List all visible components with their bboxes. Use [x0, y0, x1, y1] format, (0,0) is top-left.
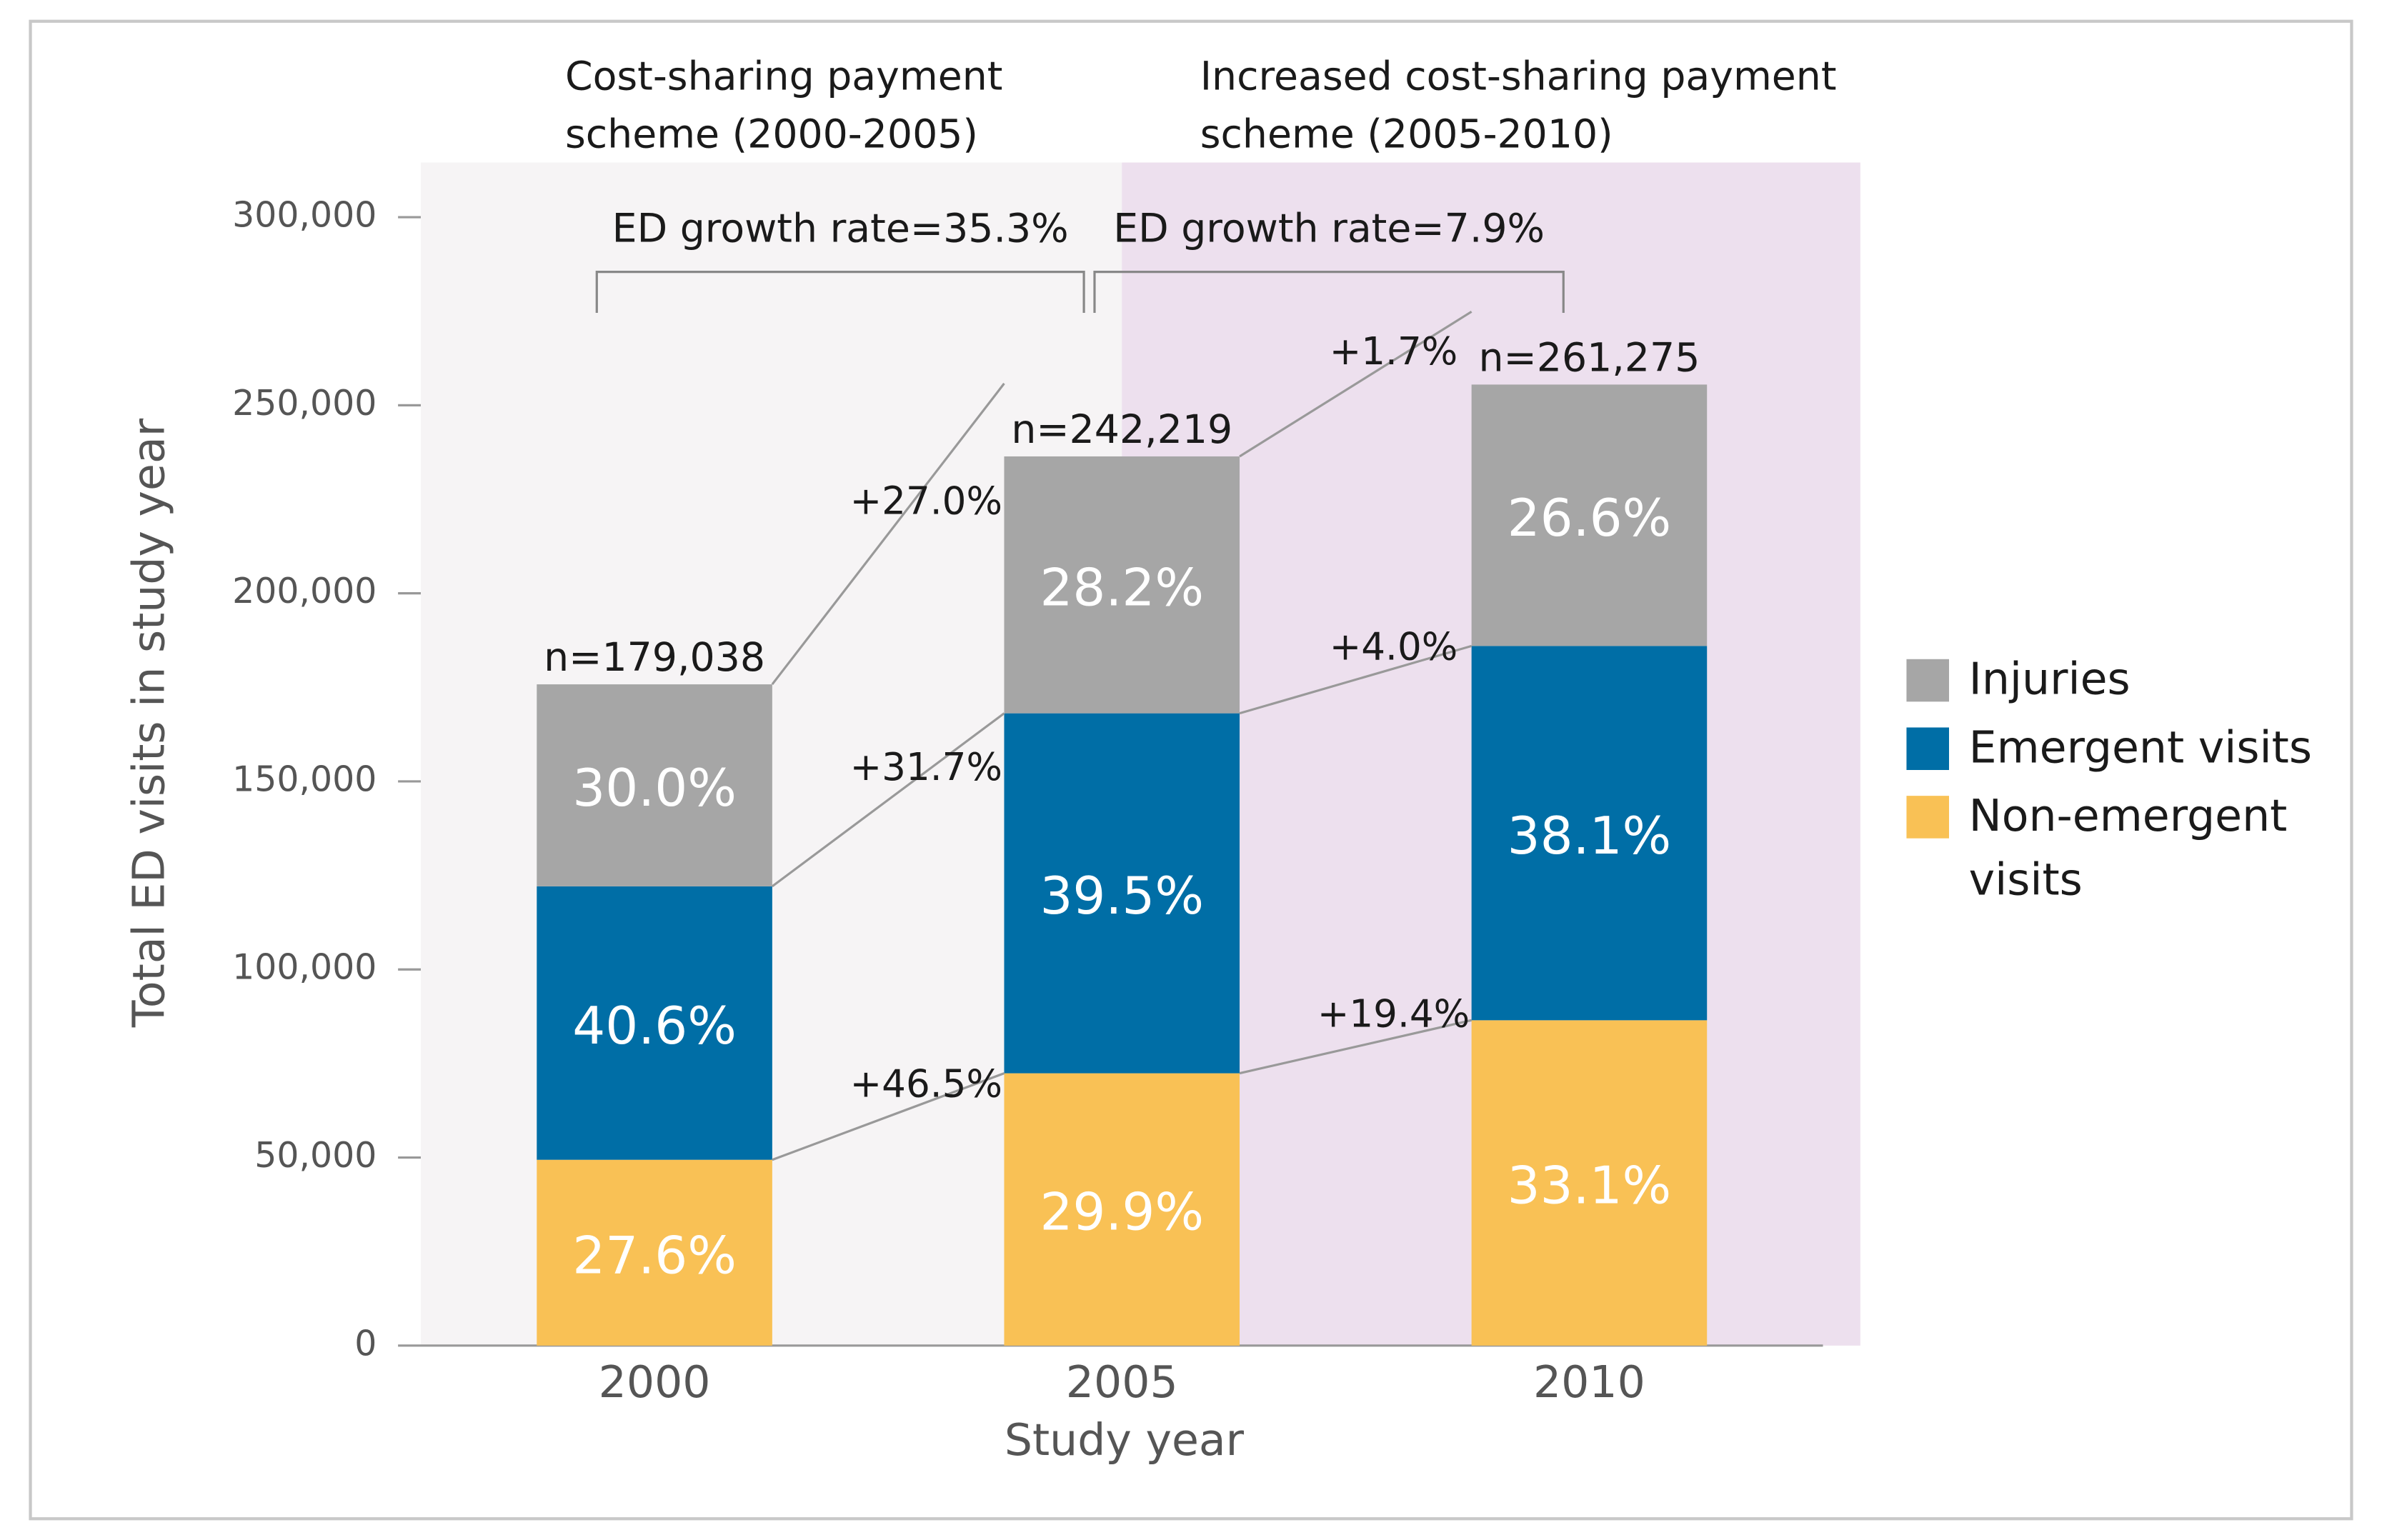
legend-swatch — [1906, 659, 1949, 702]
legend-swatch — [1906, 727, 1949, 770]
total-label: n=242,219 — [1011, 407, 1232, 453]
y-axis-title: Total ED visits in study year — [124, 418, 175, 1028]
x-axis-title: Study year — [1005, 1414, 1245, 1466]
bar-segment — [1471, 646, 1708, 1021]
growth-label: +4.0% — [1330, 625, 1458, 669]
growth-label: +46.5% — [850, 1061, 1002, 1106]
legend-item: Non-emergent visits — [1968, 789, 2288, 906]
y-tick-label: 100,000 — [232, 947, 377, 988]
y-tick-label: 50,000 — [254, 1135, 377, 1176]
share-label: 38.1% — [1508, 806, 1672, 866]
legend-swatch — [1906, 796, 1949, 839]
bar-segment — [1471, 384, 1708, 646]
share-label: 27.6% — [572, 1226, 737, 1286]
growth-label: +19.4% — [1317, 992, 1470, 1036]
growth-connector — [772, 1072, 1005, 1161]
period-label: Cost-sharing payment — [565, 54, 1002, 100]
share-label: 26.6% — [1508, 489, 1672, 549]
x-tick-label: 2005 — [1066, 1356, 1178, 1408]
period-bracket — [595, 271, 1085, 314]
growth-label: +27.0% — [850, 479, 1002, 524]
bar-segment — [1004, 1073, 1240, 1346]
share-label: 33.1% — [1508, 1156, 1672, 1216]
frame — [29, 19, 2353, 1521]
period-label: Increased cost-sharing payment — [1200, 54, 1837, 100]
x-tick-label: 2000 — [599, 1356, 711, 1408]
period-growth: ED growth rate=35.3% — [612, 206, 1069, 251]
legend-label: Injuries — [1968, 653, 2131, 705]
bar-segment — [537, 1159, 772, 1346]
period-growth: ED growth rate=7.9% — [1113, 206, 1545, 251]
legend-item: Emergent visits — [1968, 721, 2312, 774]
y-tick-label: 300,000 — [232, 195, 377, 236]
period-label: scheme (2005-2010) — [1200, 111, 1613, 157]
bar-segment — [1471, 1020, 1708, 1346]
growth-label: +1.7% — [1330, 329, 1458, 374]
growth-label: +31.7% — [850, 745, 1002, 789]
legend-item: Injuries — [1968, 653, 2131, 705]
growth-connector — [1239, 1019, 1472, 1075]
share-label: 29.9% — [1040, 1183, 1204, 1243]
period-bracket — [1093, 271, 1565, 314]
bar-segment — [537, 684, 772, 886]
share-label: 28.2% — [1040, 558, 1204, 618]
total-label: n=261,275 — [1478, 335, 1700, 381]
growth-connector — [1239, 310, 1472, 458]
bar-segment — [1004, 456, 1240, 714]
share-label: 39.5% — [1040, 866, 1204, 926]
y-tick-label: 0 — [354, 1323, 377, 1364]
legend-label: Non-emergent visits — [1968, 789, 2288, 906]
y-tick-label: 150,000 — [232, 759, 377, 799]
y-tick-label: 250,000 — [232, 383, 377, 424]
bar-segment — [1004, 713, 1240, 1074]
bar-segment — [537, 886, 772, 1160]
growth-connector — [771, 712, 1005, 888]
growth-connector — [1239, 644, 1472, 715]
x-tick-label: 2010 — [1533, 1356, 1645, 1408]
legend-label: Emergent visits — [1968, 721, 2312, 774]
period-label: scheme (2000-2005) — [565, 111, 978, 157]
share-label: 40.6% — [572, 996, 737, 1056]
total-label: n=179,038 — [544, 635, 765, 681]
growth-connector — [771, 382, 1005, 686]
y-tick-label: 200,000 — [232, 571, 377, 611]
share-label: 30.0% — [572, 759, 737, 819]
